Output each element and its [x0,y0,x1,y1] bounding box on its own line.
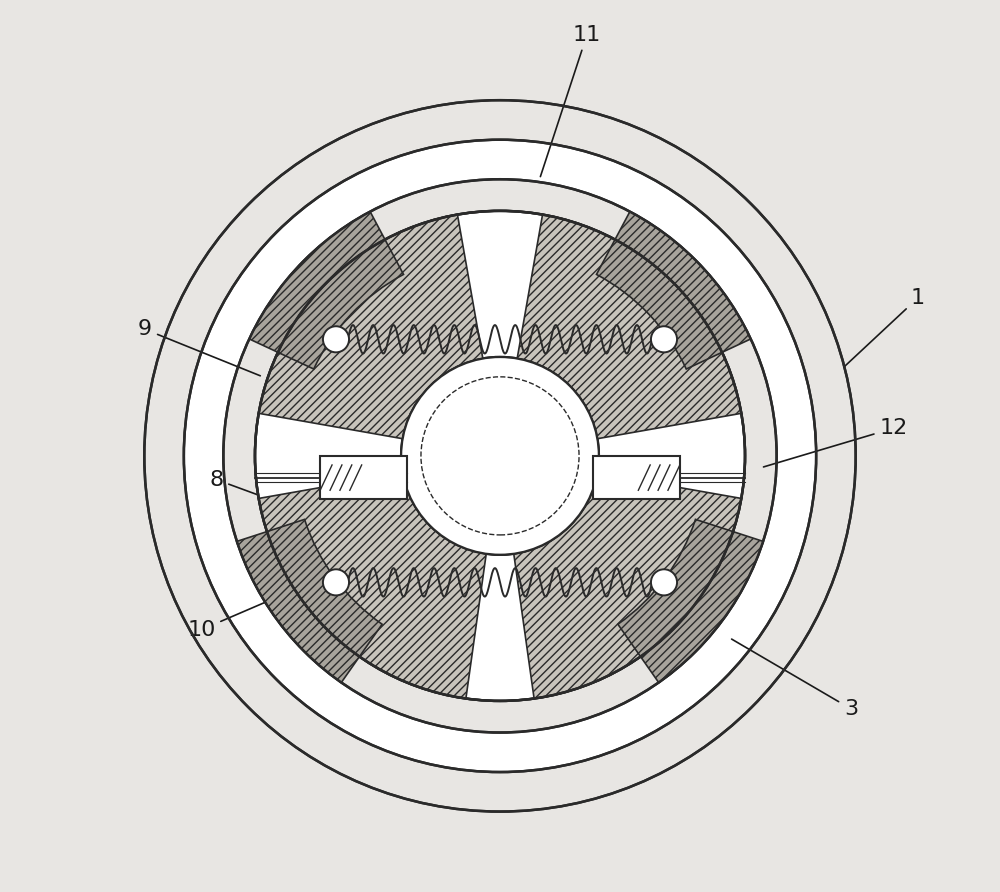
Wedge shape [259,215,483,439]
Circle shape [401,357,599,555]
Wedge shape [249,211,404,369]
Wedge shape [596,211,751,369]
Bar [593,456,680,500]
Text: 9: 9 [138,319,260,376]
Text: 12: 12 [764,418,908,467]
Circle shape [651,326,677,352]
Wedge shape [618,519,763,682]
Circle shape [651,569,677,595]
Wedge shape [237,519,382,682]
Text: 3: 3 [732,639,858,719]
Circle shape [323,326,349,352]
Text: 8: 8 [209,469,300,510]
Bar [320,456,407,500]
Wedge shape [517,215,741,439]
Text: 10: 10 [187,588,300,640]
Circle shape [144,100,856,812]
Circle shape [255,211,745,701]
Circle shape [401,357,599,555]
Wedge shape [514,473,741,698]
Circle shape [323,569,349,595]
Text: 1: 1 [844,288,925,367]
Circle shape [184,140,816,772]
Circle shape [401,357,599,555]
Text: 11: 11 [540,25,601,177]
Wedge shape [259,473,486,698]
Circle shape [223,179,777,732]
